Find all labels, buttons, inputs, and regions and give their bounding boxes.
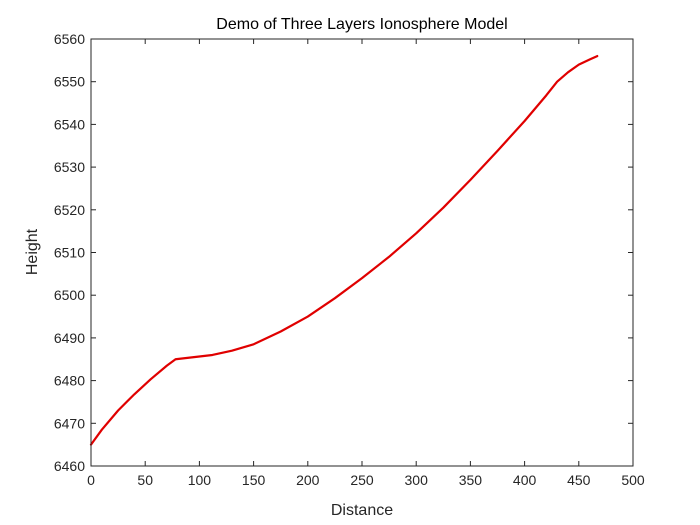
y-tick-label: 6520 <box>54 202 85 218</box>
y-tick-label: 6550 <box>54 74 85 90</box>
y-tick-label: 6470 <box>54 415 85 431</box>
x-tick-label: 250 <box>350 472 374 488</box>
series-line-0 <box>89 54 599 446</box>
x-tick-label: 450 <box>567 472 591 488</box>
x-tick-label: 400 <box>513 472 537 488</box>
y-tick-label: 6540 <box>54 116 85 132</box>
x-tick-label: 150 <box>242 472 266 488</box>
plot-area <box>91 39 633 466</box>
x-tick-label: 50 <box>137 472 153 488</box>
y-tick-label: 6490 <box>54 330 85 346</box>
x-tick-label: 100 <box>188 472 212 488</box>
y-tick-label: 6560 <box>54 31 85 47</box>
y-tick-label: 6500 <box>54 287 85 303</box>
chart-title: Demo of Three Layers Ionosphere Model <box>216 16 507 33</box>
y-tick-label: 6480 <box>54 373 85 389</box>
x-tick-label: 300 <box>405 472 429 488</box>
x-tick-label: 350 <box>459 472 483 488</box>
x-tick-label: 200 <box>296 472 320 488</box>
y-tick-label: 6460 <box>54 458 85 474</box>
x-tick-label: 0 <box>87 472 95 488</box>
y-axis-label: Height <box>24 228 41 275</box>
y-tick-label: 6530 <box>54 159 85 175</box>
x-tick-label: 500 <box>621 472 645 488</box>
x-axis-label: Distance <box>331 502 393 519</box>
y-tick-label: 6510 <box>54 245 85 261</box>
